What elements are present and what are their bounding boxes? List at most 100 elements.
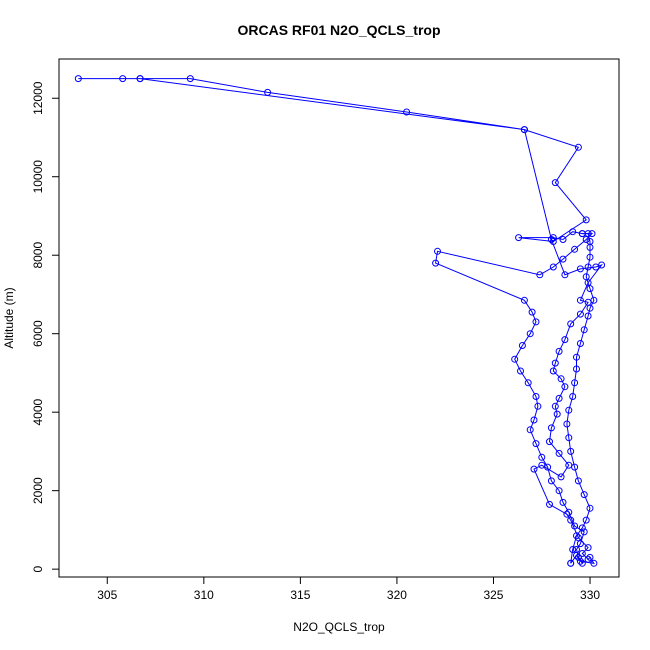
x-tick-label: 305 xyxy=(97,588,117,602)
data-point xyxy=(264,88,272,96)
data-point xyxy=(559,236,567,243)
data-point xyxy=(532,440,540,448)
data-point xyxy=(555,449,563,457)
data-point xyxy=(553,410,561,418)
data-point xyxy=(571,245,579,253)
series-line xyxy=(78,78,604,564)
data-point xyxy=(551,359,559,367)
data-point xyxy=(536,271,544,279)
data-point xyxy=(573,365,580,373)
data-point xyxy=(434,247,441,255)
data-point xyxy=(534,402,542,410)
data-point xyxy=(567,516,575,524)
data-point xyxy=(567,559,575,567)
x-tick-label: 320 xyxy=(387,588,407,602)
data-point xyxy=(565,508,573,516)
data-point xyxy=(584,263,592,271)
data-point xyxy=(565,434,573,442)
data-point xyxy=(576,340,584,347)
data-point xyxy=(569,393,577,400)
data-point xyxy=(578,230,586,238)
data-point xyxy=(590,559,598,567)
data-point xyxy=(432,259,440,267)
data-point xyxy=(530,416,538,424)
data-point xyxy=(569,228,577,236)
chart-title: ORCAS RF01 N2O_QCLS_trop xyxy=(237,22,440,38)
data-point xyxy=(588,230,596,238)
data-point xyxy=(547,477,555,485)
data-point xyxy=(520,126,528,134)
data-point xyxy=(574,553,582,561)
data-point xyxy=(569,546,577,553)
data-point xyxy=(549,263,557,271)
y-tick-label: 8000 xyxy=(31,242,45,269)
data-point xyxy=(557,473,565,481)
series-1 xyxy=(563,230,598,567)
data-point xyxy=(520,296,528,304)
data-point xyxy=(578,559,586,567)
data-point xyxy=(563,510,571,518)
data-point xyxy=(532,393,540,400)
x-axis-label: N2O_QCLS_trop xyxy=(293,620,385,634)
data-point xyxy=(586,553,594,561)
data-point xyxy=(546,500,553,508)
x-tick-label: 325 xyxy=(483,588,503,602)
y-tick-label: 0 xyxy=(31,565,45,572)
data-point xyxy=(136,75,144,83)
data-point xyxy=(574,477,582,485)
data-point xyxy=(573,532,580,540)
y-tick-label: 10000 xyxy=(31,160,45,194)
x-tick-label: 310 xyxy=(194,588,214,602)
data-point xyxy=(547,236,555,243)
data-point xyxy=(576,296,584,304)
data-point xyxy=(582,273,590,281)
plot-frame xyxy=(58,58,620,578)
data-point xyxy=(524,379,532,387)
data-point xyxy=(403,108,411,116)
data-point xyxy=(559,255,567,263)
data-point xyxy=(526,330,534,338)
data-point xyxy=(573,353,580,361)
data-point xyxy=(563,420,571,428)
data-point xyxy=(586,238,594,245)
data-point xyxy=(549,367,557,375)
data-point xyxy=(576,557,584,565)
data-point xyxy=(584,312,592,320)
data-point xyxy=(538,453,546,461)
data-point xyxy=(549,238,557,245)
data-point xyxy=(559,498,567,506)
x-axis: 305 310 315 320 325 330 xyxy=(97,577,600,602)
data-point xyxy=(571,463,579,471)
data-point xyxy=(565,406,573,414)
data-point xyxy=(598,261,606,269)
data-point xyxy=(561,336,569,344)
data-point xyxy=(546,438,553,446)
data-point xyxy=(511,355,519,363)
data-point xyxy=(590,296,598,304)
x-tick-label: 315 xyxy=(290,588,310,602)
data-point xyxy=(578,524,586,532)
data-point xyxy=(580,326,588,334)
data-point xyxy=(538,461,546,469)
data-point xyxy=(517,367,524,375)
y-tick-label: 12000 xyxy=(31,81,45,115)
data-point xyxy=(586,304,594,312)
data-point xyxy=(515,234,523,242)
data-point xyxy=(573,551,580,559)
y-tick-label: 2000 xyxy=(31,477,45,504)
data-point xyxy=(574,143,582,151)
data-point xyxy=(119,75,127,83)
data-point xyxy=(526,426,534,434)
data-point xyxy=(74,75,82,83)
data-point xyxy=(530,465,538,473)
data-point xyxy=(582,516,590,524)
data-point xyxy=(555,487,563,495)
data-point xyxy=(571,379,579,387)
y-tick-label: 6000 xyxy=(31,320,45,347)
data-point xyxy=(555,394,563,402)
data-point xyxy=(571,522,579,530)
series-layer xyxy=(74,75,606,567)
data-point xyxy=(561,383,569,391)
data-point xyxy=(547,424,555,432)
